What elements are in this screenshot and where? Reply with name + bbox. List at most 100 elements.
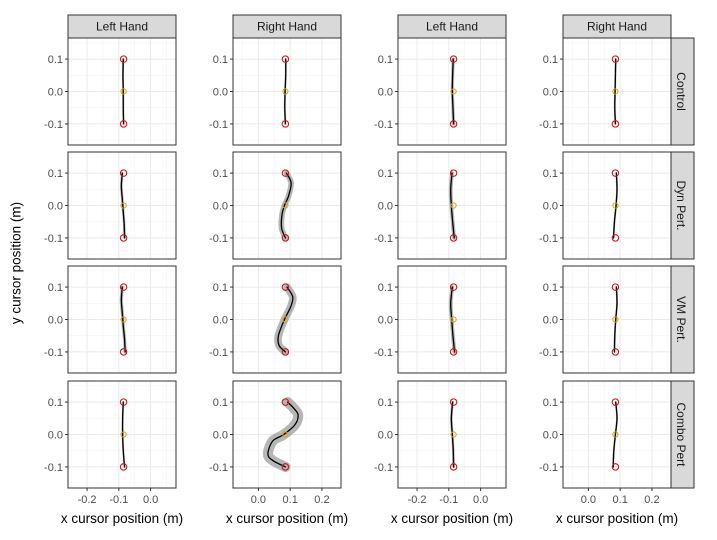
trajectory-line [613, 286, 618, 353]
panel-r4c1: -0.1 0.0 0.1 -0.2 -0.1 0.0 [44, 380, 177, 506]
end-target-marker [449, 169, 458, 177]
start-target-marker [119, 348, 128, 356]
start-target-marker [611, 234, 620, 242]
start-target-marker [611, 348, 620, 356]
start-target-marker [281, 348, 290, 356]
y-tick-label: 0.0 [48, 201, 63, 213]
x-tick-label: -0.1 [109, 494, 128, 506]
row-strip-1 [667, 37, 695, 146]
trajectory-line [277, 286, 294, 353]
end-target-marker [119, 283, 128, 291]
y-tick-label: 0.0 [213, 87, 228, 99]
trajectory-line [284, 58, 287, 125]
y-tick-label: -0.1 [209, 233, 228, 245]
x-axis-title-col-2: x cursor position (m) [226, 511, 348, 526]
trajectory-line [450, 401, 455, 468]
panel-r1c4: -0.1 0.0 0.1 [539, 37, 672, 146]
y-tick-label: 0.1 [213, 168, 228, 180]
midpoint-marker [282, 431, 289, 438]
start-target-marker [449, 120, 458, 128]
x-tick-label: 0.1 [613, 494, 628, 506]
x-tick-label: 0.0 [143, 494, 158, 506]
y-tick-label: 0.1 [378, 168, 393, 180]
chart-panels: Left Hand Right Hand Left Hand Right Hand Co… [44, 14, 695, 506]
y-tick-label: 0.1 [213, 397, 228, 409]
y-tick-label: 0.0 [213, 430, 228, 442]
y-tick-label: 0.1 [48, 282, 63, 294]
y-tick-label: 0.0 [378, 87, 393, 99]
y-tick-label: 0.1 [378, 54, 393, 66]
panel-r3c1: -0.1 0.0 0.1 [44, 265, 177, 374]
trajectory-line [614, 58, 617, 125]
trajectory-line [451, 58, 455, 125]
y-tick-label: -0.1 [209, 347, 228, 359]
end-target-marker [611, 169, 620, 177]
panel-r1c2: -0.1 0.0 0.1 [209, 37, 342, 146]
y-axis-title: y cursor position (m) [9, 202, 24, 324]
x-axis-title-col-4: x cursor position (m) [556, 511, 678, 526]
y-tick-label: 0.0 [378, 201, 393, 213]
midpoint-marker [612, 88, 619, 95]
y-tick-label: 0.1 [48, 54, 63, 66]
x-tick-label: -0.2 [408, 494, 427, 506]
y-tick-label: 0.0 [48, 87, 63, 99]
y-tick-label: 0.0 [378, 430, 393, 442]
end-target-marker [449, 55, 458, 63]
panel-r1c3: -0.1 0.0 0.1 [374, 37, 507, 146]
end-target-marker [281, 55, 290, 63]
x-tick-label: 0.0 [251, 494, 266, 506]
panel-r4c4: -0.1 0.0 0.1 0.0 0.1 0.2 [539, 380, 672, 506]
panel-r2c1: -0.1 0.0 0.1 [44, 151, 177, 260]
y-tick-label: 0.1 [543, 397, 558, 409]
y-tick-label: 0.1 [213, 282, 228, 294]
midpoint-marker [120, 431, 127, 438]
column-strip-label-4: Right Hand [587, 20, 647, 34]
y-tick-label: -0.1 [209, 462, 228, 474]
y-tick-label: 0.0 [213, 315, 228, 327]
panel-r3c4: -0.1 0.0 0.1 [539, 265, 672, 374]
start-target-marker [281, 234, 290, 242]
y-tick-label: 0.1 [378, 397, 393, 409]
y-tick-label: -0.1 [44, 119, 63, 131]
row-strip-4 [667, 380, 695, 489]
start-target-marker [281, 120, 290, 128]
row-strip-2 [667, 151, 695, 260]
end-target-marker [281, 283, 290, 291]
midpoint-marker [612, 202, 619, 209]
end-target-marker [611, 283, 620, 291]
end-target-marker [611, 398, 620, 406]
midpoint-marker [282, 202, 289, 209]
y-tick-label: 0.0 [543, 201, 558, 213]
y-tick-label: 0.0 [378, 315, 393, 327]
panel-r2c4: -0.1 0.0 0.1 [539, 151, 672, 260]
trajectory-line [120, 172, 126, 239]
row-strip-label-2: Dyn Pert. [674, 180, 688, 230]
row-strip-label-1: Control [674, 72, 688, 111]
panel-r2c2: -0.1 0.0 0.1 [209, 151, 342, 260]
midpoint-marker [450, 316, 457, 323]
y-tick-label: 0.1 [543, 54, 558, 66]
y-tick-label: 0.0 [213, 201, 228, 213]
column-strip-label-2: Right Hand [257, 20, 317, 34]
y-tick-label: -0.1 [374, 347, 393, 359]
y-tick-label: -0.1 [209, 119, 228, 131]
midpoint-marker [120, 88, 127, 95]
start-target-marker [611, 463, 620, 471]
y-tick-label: 0.1 [213, 54, 228, 66]
end-target-marker [119, 398, 128, 406]
end-target-marker [449, 398, 458, 406]
end-target-marker [611, 55, 620, 63]
y-tick-label: -0.1 [44, 233, 63, 245]
y-tick-label: -0.1 [374, 462, 393, 474]
trajectory-line [122, 58, 125, 125]
panel-r1c1: -0.1 0.0 0.1 [44, 37, 177, 146]
row-strip-3 [667, 265, 695, 374]
panel-r3c2: -0.1 0.0 0.1 [209, 265, 342, 374]
y-tick-label: 0.1 [48, 168, 63, 180]
y-tick-label: -0.1 [374, 233, 393, 245]
y-tick-label: 0.1 [48, 397, 63, 409]
midpoint-marker [282, 316, 289, 323]
x-tick-label: 0.0 [473, 494, 488, 506]
column-strip-label-3: Left Hand [426, 20, 478, 34]
